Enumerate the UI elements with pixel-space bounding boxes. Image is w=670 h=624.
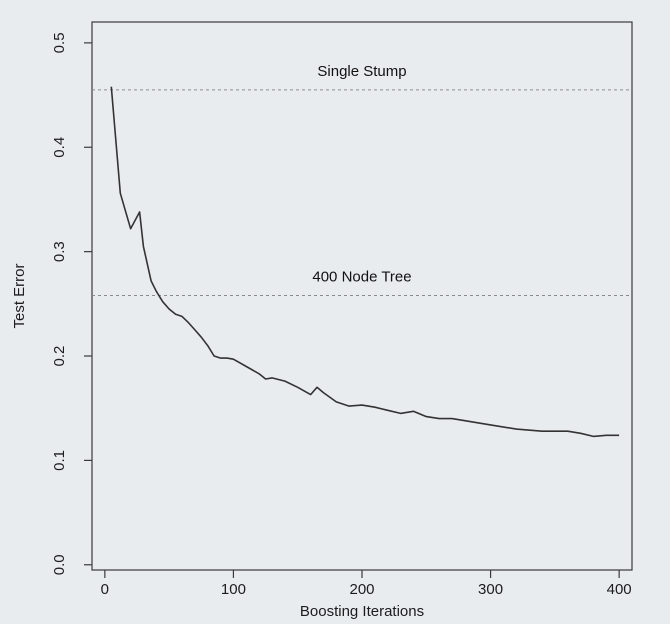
- x-axis: 0 100 200 300 400: [101, 570, 632, 598]
- x-tick-label: 400: [607, 581, 632, 598]
- y-tick-label: 0.4: [51, 137, 68, 158]
- y-tick-label: 0.0: [51, 554, 68, 575]
- x-tick-label: 300: [478, 581, 503, 598]
- y-axis-title: Test Error: [11, 263, 28, 328]
- series-line: [110, 86, 620, 438]
- reference-line-label: Single Stump: [317, 63, 406, 80]
- x-tick-label: 100: [221, 581, 246, 598]
- x-tick-label: 0: [101, 581, 109, 598]
- series-layer: [110, 86, 620, 438]
- y-tick-label: 0.5: [51, 32, 68, 53]
- y-tick-label: 0.2: [51, 346, 68, 367]
- y-tick-label: 0.3: [51, 241, 68, 262]
- x-axis-title: Boosting Iterations: [300, 603, 424, 620]
- x-tick-label: 200: [349, 581, 374, 598]
- plot-frame: [91, 21, 633, 571]
- reference-line-label: 400 Node Tree: [312, 268, 411, 285]
- reference-lines: Single Stump 400 Node Tree: [92, 63, 632, 296]
- y-tick-label: 0.1: [51, 450, 68, 471]
- y-axis: 0.0 0.1 0.2 0.3 0.4 0.5: [51, 32, 92, 575]
